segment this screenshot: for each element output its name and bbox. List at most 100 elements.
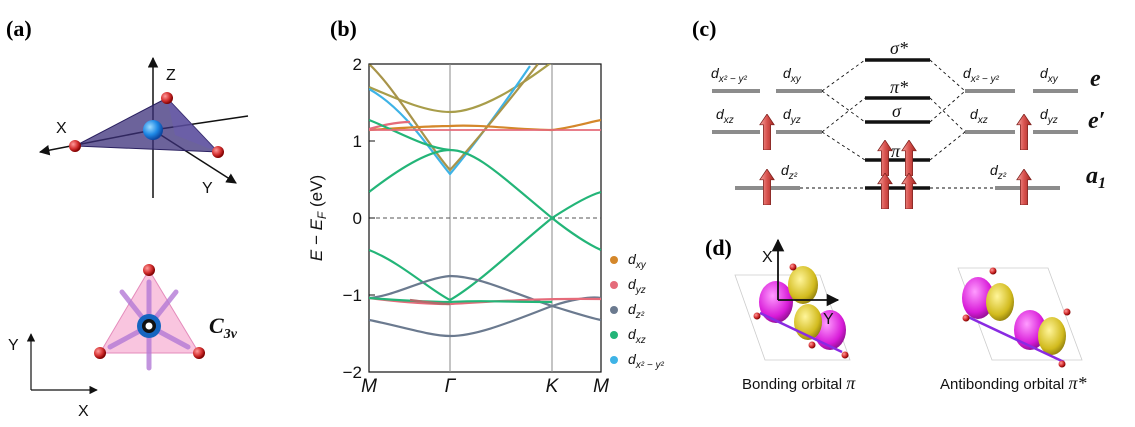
band-dz2-2 xyxy=(369,304,601,338)
legend-dyz: dyz xyxy=(628,276,646,296)
symmetry-label: C3v xyxy=(209,313,238,342)
right-orb-dx2y2: dx² − y² xyxy=(963,65,1000,85)
band-upper-1 xyxy=(369,64,552,114)
band-dxz-1 xyxy=(369,118,451,152)
orbital-y-label: Y xyxy=(823,311,834,328)
lobe-anti-2 xyxy=(986,283,1014,321)
legend-dxy: dxy xyxy=(628,251,647,271)
legend-dot-dz2 xyxy=(610,306,618,314)
kpoint-k: K xyxy=(546,376,560,397)
level-sigma: σ xyxy=(892,101,902,121)
panel-b: (b) xyxy=(307,16,665,397)
band-dx2y2-1 xyxy=(369,65,531,176)
band-dxz-2 xyxy=(369,148,601,220)
lobe-bonding-2 xyxy=(788,266,818,304)
level-pi: π xyxy=(891,141,901,161)
ytick-2: 2 xyxy=(353,55,362,74)
ytick-neg2: −2 xyxy=(343,363,362,382)
band-dz2-1 xyxy=(369,274,601,308)
lobe-bonding-3 xyxy=(814,310,846,350)
bonding-orbital-render: X Y xyxy=(734,238,851,361)
left-orb-dx2y2: dx² − y² xyxy=(711,65,748,85)
legend-dot-dxz xyxy=(610,331,618,339)
y-ticks xyxy=(369,63,375,373)
antibonding-caption: Antibonding orbital π* xyxy=(940,373,1086,393)
atom-anti-2 xyxy=(962,314,970,322)
ytick-1: 1 xyxy=(353,132,362,151)
correlation-lines xyxy=(800,59,995,189)
legend-dx2y2: dx² − y² xyxy=(628,351,665,371)
spin-arrow-pi-2 xyxy=(901,140,917,176)
band-mix xyxy=(409,298,451,306)
legend-dot-dxy xyxy=(610,256,618,264)
level-sigma-star: σ* xyxy=(890,38,908,58)
band-dyz-low xyxy=(369,296,601,306)
metal-atom xyxy=(143,120,163,140)
spin-arrow-a1-1 xyxy=(877,173,893,209)
atom-bonding-3 xyxy=(841,351,849,359)
top-view-y-label: Y xyxy=(8,337,19,354)
band-upper-2 xyxy=(369,118,601,132)
right-orb-dxz: dxz xyxy=(970,106,988,126)
top-view-ligand-left xyxy=(94,347,106,359)
legend-dot-dx2y2 xyxy=(610,356,618,364)
irrep-a1: a1 xyxy=(1086,163,1106,192)
lobe-anti-1 xyxy=(962,277,994,319)
lobe-bonding-4 xyxy=(794,304,822,340)
z-axis-label: Z xyxy=(166,67,176,84)
atom-anti-3 xyxy=(1063,308,1071,316)
spin-arrow-a1-2 xyxy=(901,173,917,209)
atom-anti-1 xyxy=(989,267,997,275)
top-view-x-label: X xyxy=(78,403,89,420)
left-orb-dz2: dz² xyxy=(781,162,798,182)
band-structure xyxy=(369,64,601,338)
band-legend: dxy dyz dz² dxz dx² − y² xyxy=(610,251,665,371)
bond-bonding xyxy=(759,311,843,354)
panel-label-d: (d) xyxy=(705,235,732,260)
lobe-anti-3 xyxy=(1014,310,1046,350)
panel-d: (d) X Y xyxy=(705,235,1086,393)
atom-anti-4 xyxy=(1058,360,1066,368)
top-view-ligand-top xyxy=(143,264,155,276)
spin-arrow-left-dxz xyxy=(759,114,775,150)
bonding-caption: Bonding orbital π xyxy=(742,373,856,393)
panel-label-c: (c) xyxy=(692,16,716,41)
level-pi-star: π* xyxy=(890,77,908,97)
left-orb-dxz: dxz xyxy=(716,106,734,126)
kpoint-m-left: M xyxy=(361,376,377,397)
ligand-atom-top xyxy=(161,92,173,104)
right-orb-dyz: dyz xyxy=(1040,106,1058,126)
panel-label-b: (b) xyxy=(330,16,357,41)
tetrahedron-side xyxy=(167,98,218,152)
lobe-anti-4 xyxy=(1038,317,1066,355)
right-orb-dz2: dz² xyxy=(990,162,1007,182)
band-dxy-1 xyxy=(369,64,539,172)
atom-bonding-2 xyxy=(789,263,797,271)
cell-outline-antibonding xyxy=(957,267,1083,361)
legend-dz2: dz² xyxy=(628,301,645,321)
ytick-0: 0 xyxy=(353,209,362,228)
kpoint-gamma: Γ xyxy=(445,376,457,397)
ytick-neg1: −1 xyxy=(343,286,362,305)
lobe-bonding-1 xyxy=(759,281,793,323)
ligand-atom-left xyxy=(69,140,81,152)
atom-bonding-4 xyxy=(808,341,816,349)
band-upper-3 xyxy=(369,120,411,131)
center-atom-core xyxy=(145,322,153,330)
band-y-axis-label: E − EF (eV) xyxy=(307,175,329,261)
spin-arrow-right-dxz xyxy=(1016,114,1032,150)
left-orb-dyz: dyz xyxy=(783,106,801,126)
y-axis-label: Y xyxy=(202,180,213,197)
panel-a: (a) Z X Y C3v xyxy=(6,16,249,420)
band-dxz-low xyxy=(369,296,553,304)
right-orb-dxy: dxy xyxy=(1040,65,1059,85)
legend-dxz: dxz xyxy=(628,326,646,346)
ligand-atom-right xyxy=(212,146,224,158)
antibonding-orbital-render xyxy=(957,267,1083,368)
panel-label-a: (a) xyxy=(6,16,32,41)
atom-bonding-1 xyxy=(753,312,761,320)
legend-dot-dyz xyxy=(610,281,618,289)
top-view-ligand-right xyxy=(193,347,205,359)
irrep-e: e xyxy=(1090,66,1101,92)
